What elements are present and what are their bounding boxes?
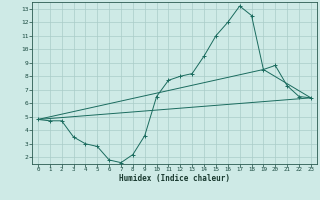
X-axis label: Humidex (Indice chaleur): Humidex (Indice chaleur) — [119, 174, 230, 183]
